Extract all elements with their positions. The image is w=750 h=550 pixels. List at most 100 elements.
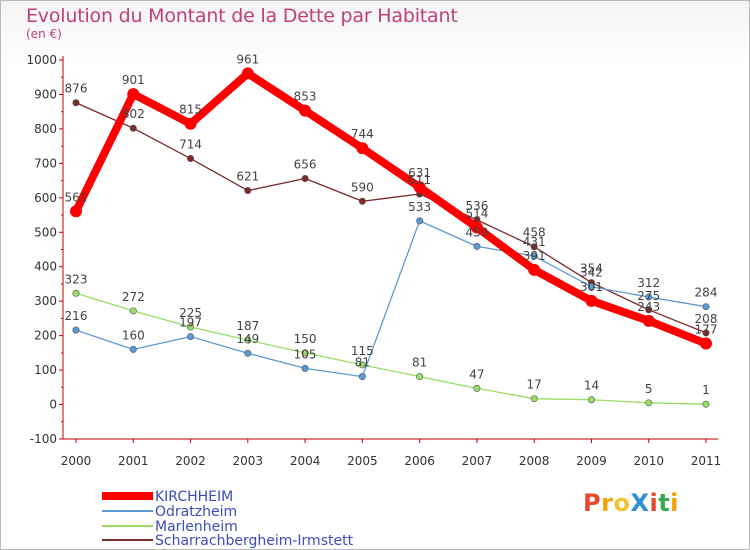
x-tick-label: 2005 <box>347 454 378 468</box>
data-label: 160 <box>122 328 145 342</box>
x-tick-label: 2010 <box>633 454 664 468</box>
data-point <box>72 326 80 334</box>
data-point <box>585 294 598 307</box>
data-label: 621 <box>236 170 259 184</box>
logo-letter: X <box>630 489 650 517</box>
legend-label: Odratzheim <box>155 504 237 520</box>
y-tick-label: 700 <box>34 156 57 170</box>
data-label: 853 <box>294 90 317 104</box>
data-point <box>645 399 653 407</box>
data-point <box>301 364 309 372</box>
data-label: 342 <box>580 266 603 280</box>
y-tick-label: 800 <box>34 122 57 136</box>
data-label: 714 <box>179 138 202 152</box>
y-tick-label: 900 <box>34 87 57 101</box>
data-label: 533 <box>408 200 431 214</box>
data-label: 225 <box>179 306 202 320</box>
data-point <box>129 345 137 353</box>
data-point <box>184 117 197 130</box>
logo-letter: P <box>583 489 602 517</box>
data-label: 611 <box>408 173 431 187</box>
data-point <box>244 187 252 195</box>
data-point <box>645 293 653 301</box>
data-point <box>702 303 710 311</box>
legend: KIRCHHEIMOdratzheimMarlenheimScharrachbe… <box>102 489 354 549</box>
x-tick-label: 2007 <box>462 454 493 468</box>
y-tick-label: 1000 <box>26 53 57 67</box>
data-label: 312 <box>637 276 660 290</box>
legend-item: KIRCHHEIM <box>102 489 233 505</box>
series-layer <box>70 67 712 408</box>
legend-item: Marlenheim <box>102 519 238 535</box>
data-point <box>244 336 252 344</box>
data-label: 284 <box>695 286 718 300</box>
series-marlenheim <box>72 289 710 408</box>
x-tick-label: 2011 <box>691 454 722 468</box>
data-point <box>358 373 366 381</box>
x-tick-label: 2008 <box>519 454 550 468</box>
data-label: 354 <box>580 262 603 276</box>
data-point <box>358 197 366 205</box>
data-point <box>642 314 655 327</box>
axes: -100 0 100 200 300 400 500 600 700 800 900 1000 2000… <box>26 53 721 468</box>
data-label: 47 <box>469 367 484 381</box>
x-tick-label: 2002 <box>175 454 206 468</box>
data-label: 459 <box>465 225 488 239</box>
data-label: 14 <box>584 379 599 393</box>
data-point <box>187 333 195 341</box>
legend-label: Scharrachbergheim-Irmstett <box>155 533 354 549</box>
data-label: 876 <box>65 82 88 96</box>
data-label: 105 <box>294 347 317 361</box>
y-tick-label: 100 <box>34 363 57 377</box>
y-tick-label: 200 <box>34 329 57 343</box>
data-point <box>129 124 137 132</box>
data-point <box>70 205 82 218</box>
data-label: 149 <box>236 332 259 346</box>
data-point <box>416 217 424 225</box>
data-label: 391 <box>523 249 546 263</box>
legend-label: KIRCHHEIM <box>155 489 233 505</box>
x-tick-label: 2009 <box>576 454 607 468</box>
legend-item: Scharrachbergheim-Irmstett <box>102 533 354 549</box>
data-label: 301 <box>580 280 603 294</box>
x-tick-label: 2003 <box>233 454 264 468</box>
legend-label: Marlenheim <box>155 519 238 535</box>
data-point <box>530 243 538 251</box>
logo-letter: i <box>670 489 679 517</box>
data-point <box>244 349 252 357</box>
data-label: 802 <box>122 107 145 121</box>
data-point <box>702 400 710 408</box>
data-label: 5 <box>645 382 653 396</box>
data-label: 243 <box>637 300 660 314</box>
data-label: 1 <box>702 383 710 397</box>
data-label: 81 <box>355 356 370 370</box>
logo-letter: t <box>658 489 671 517</box>
data-label: 323 <box>65 272 88 286</box>
data-point <box>530 252 538 260</box>
data-label: 901 <box>122 73 145 87</box>
data-point <box>301 175 309 183</box>
proxiti-logo: ProXiti <box>583 489 679 517</box>
series-line <box>75 102 707 334</box>
data-label: 536 <box>465 199 488 213</box>
y-tick-label: 400 <box>34 260 57 274</box>
y-tick-label: 300 <box>34 294 57 308</box>
data-point <box>470 221 483 234</box>
data-label: 656 <box>294 158 317 172</box>
x-tick-label: 2000 <box>61 454 92 468</box>
data-label: 561 <box>65 190 88 204</box>
data-point <box>416 373 424 381</box>
data-point <box>645 306 653 314</box>
series-line <box>72 69 710 348</box>
data-label: 187 <box>236 319 259 333</box>
data-point <box>72 99 80 107</box>
data-point <box>700 337 712 350</box>
y-tick-label: 600 <box>34 191 57 205</box>
logo-letter: o <box>613 489 631 517</box>
data-point <box>473 384 481 392</box>
data-label: 177 <box>695 323 718 337</box>
data-point <box>241 67 254 80</box>
data-point <box>473 242 481 250</box>
